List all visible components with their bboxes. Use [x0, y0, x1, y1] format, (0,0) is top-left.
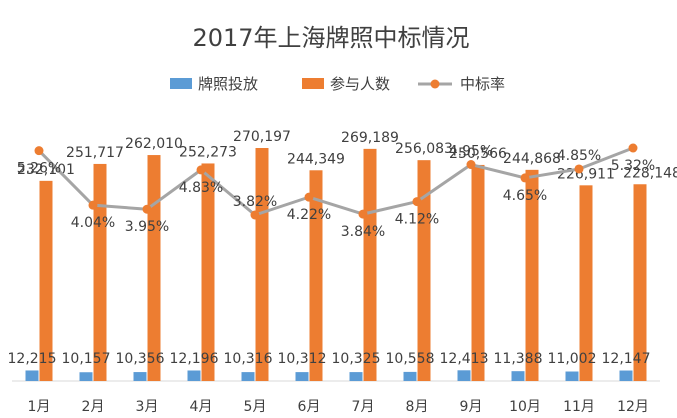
rate-marker	[466, 160, 476, 170]
bar-participants-5	[255, 148, 269, 381]
data-label-participants: 251,717	[66, 145, 124, 161]
data-label-participants: 270,197	[233, 129, 291, 145]
rate-marker	[196, 165, 206, 175]
bar-permits-2	[79, 372, 93, 381]
data-label-rate: 3.95%	[125, 219, 169, 235]
bar-participants-7	[363, 148, 377, 381]
data-label-permits: 12,215	[8, 351, 57, 367]
x-tick-label: 3月	[136, 399, 159, 415]
data-label-rate: 4.85%	[557, 148, 601, 164]
x-tick-label: 9月	[460, 399, 483, 415]
bar-permits-1	[25, 370, 39, 381]
data-label-rate: 4.22%	[287, 207, 331, 223]
bar-participants-8	[417, 160, 431, 381]
bar-permits-7	[349, 372, 363, 381]
data-label-permits: 12,413	[440, 351, 489, 367]
x-tick-label: 5月	[244, 399, 267, 415]
data-label-participants: 228,148	[623, 165, 677, 181]
x-tick-label: 11月	[563, 399, 595, 415]
data-label-permits: 10,558	[386, 351, 435, 367]
bar-permits-6	[295, 372, 309, 381]
data-label-rate: 4.04%	[71, 215, 115, 231]
x-tick-label: 12月	[617, 399, 649, 415]
data-label-rate: 4.65%	[503, 188, 547, 204]
rate-marker	[34, 146, 44, 156]
data-label-rate: 4.83%	[179, 180, 223, 196]
data-label-permits: 11,388	[494, 351, 543, 367]
data-label-participants: 244,868	[503, 151, 561, 167]
rate-marker	[88, 200, 98, 210]
legend: 牌照投放 参与人数 中标率	[170, 75, 505, 93]
legend-label-participants: 参与人数	[330, 75, 390, 93]
data-label-permits: 10,157	[62, 351, 111, 367]
bar-permits-12	[619, 370, 633, 381]
bar-permits-4	[187, 370, 201, 381]
legend-item-rate: 中标率	[418, 75, 505, 93]
bar-permits-8	[403, 371, 417, 381]
bar-permits-10	[511, 371, 525, 381]
bar-permits-5	[241, 372, 255, 381]
data-label-rate: 4.12%	[395, 212, 439, 228]
bar-participants-12	[633, 184, 647, 381]
data-label-permits: 12,147	[602, 351, 651, 367]
data-label-participants: 269,189	[341, 130, 399, 146]
bar-permits-3	[133, 372, 147, 381]
bar-permits-9	[457, 370, 471, 381]
data-label-participants: 226,911	[557, 166, 615, 182]
bar-participants-10	[525, 169, 539, 381]
x-tick-label: 8月	[406, 399, 429, 415]
data-label-rate: 4.95%	[449, 144, 493, 160]
rate-marker	[304, 192, 314, 202]
data-label-permits: 12,196	[170, 351, 219, 367]
rate-marker	[412, 197, 422, 207]
rate-marker	[574, 164, 584, 174]
plot-area: 1月 2月 3月 4月 5月 6月 7月 8月 9月 10月 11月 12月 12,215 10,157 1…	[8, 129, 677, 415]
data-label-participants: 244,349	[287, 151, 345, 167]
data-label-participants: 256,083	[395, 141, 453, 157]
legend-item-permits: 牌照投放	[170, 75, 258, 93]
rate-marker	[142, 204, 152, 214]
rate-line	[37, 146, 634, 217]
bar-participants-2	[93, 163, 107, 381]
bar-participants-1	[39, 180, 53, 381]
x-tick-label: 7月	[352, 399, 375, 415]
bar-participants-3	[147, 155, 161, 381]
data-label-permits: 10,325	[332, 351, 381, 367]
data-label-rate: 3.84%	[341, 224, 385, 240]
bar-permits-11	[565, 371, 579, 381]
legend-item-participants: 参与人数	[302, 75, 390, 93]
chart-title: 2017年上海牌照中标情况	[192, 24, 469, 52]
data-label-participants: 250,566	[449, 146, 507, 162]
legend-label-permits: 牌照投放	[198, 75, 258, 93]
bar-participants-11	[579, 185, 593, 381]
legend-swatch-permits	[170, 78, 192, 89]
data-label-participants: 262,010	[125, 136, 183, 152]
data-label-permits: 10,356	[116, 351, 165, 367]
legend-marker-rate	[430, 79, 440, 89]
data-label-permits: 11,002	[548, 351, 597, 367]
x-tick-label: 1月	[28, 399, 51, 415]
x-tick-label: 2月	[82, 399, 105, 415]
x-tick-label: 6月	[298, 399, 321, 415]
bar-participants-9	[471, 164, 485, 381]
x-tick-label: 10月	[509, 399, 541, 415]
data-label-permits: 10,316	[224, 351, 273, 367]
bar-participants-4	[201, 163, 215, 381]
data-label-rate: 5.32%	[611, 158, 655, 174]
rate-marker	[520, 173, 530, 183]
rate-marker	[358, 209, 368, 219]
rate-marker	[628, 143, 638, 153]
data-label-permits: 10,312	[278, 351, 327, 367]
x-tick-label: 4月	[190, 399, 213, 415]
rate-marker	[250, 210, 260, 220]
legend-swatch-participants	[302, 78, 324, 89]
legend-label-rate: 中标率	[460, 75, 505, 93]
bar-participants-6	[309, 170, 323, 381]
data-label-rate: 5.26%	[17, 161, 61, 177]
data-label-rate: 3.82%	[233, 194, 277, 210]
data-label-participants: 252,273	[179, 144, 237, 160]
